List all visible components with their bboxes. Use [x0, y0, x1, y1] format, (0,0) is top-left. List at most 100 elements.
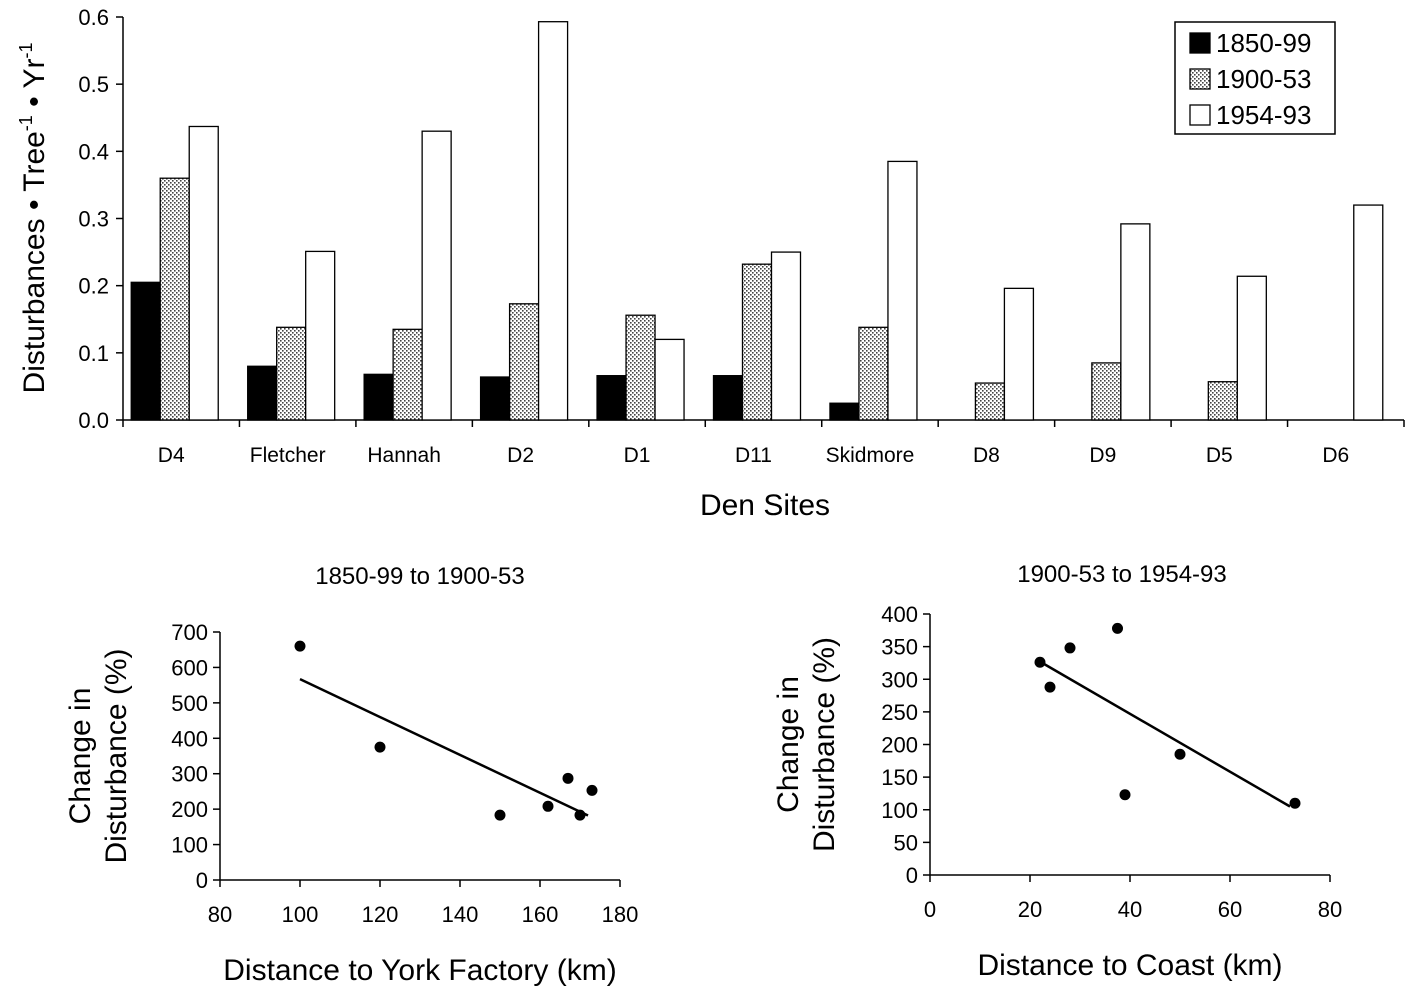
- bar-1900-53-D1: [625, 314, 656, 421]
- bar-1850-99-D11: [712, 375, 744, 421]
- x-tick-label: 0: [924, 897, 936, 922]
- y-tick-label: 0.0: [78, 408, 109, 433]
- data-point: [494, 809, 506, 821]
- scatter-chart-york-factory: 0 100 200 300 400 500 600 700 80 100 120 140 160 180 1…: [64, 563, 638, 987]
- category-label: D8: [973, 444, 1000, 467]
- bar-1850-99-Hannah: [363, 373, 394, 421]
- chart-title: 1850-99 to 1900-53: [315, 563, 525, 590]
- x-tick-label: 60: [1218, 897, 1242, 922]
- bar-1954-93-Hannah: [421, 130, 452, 421]
- category-label: D6: [1322, 444, 1349, 467]
- x-tick-label: 180: [602, 902, 639, 927]
- bar-1954-93-Skidmore: [887, 160, 918, 421]
- bar-1954-93-D4: [188, 125, 219, 421]
- bar-1954-93-D1: [654, 338, 685, 421]
- x-tick-label: 20: [1018, 897, 1042, 922]
- y-tick-label: 0.5: [78, 72, 109, 97]
- bar-1954-93-D5: [1236, 275, 1267, 421]
- y-axis-title-line: Change in: [64, 688, 97, 825]
- y-axis-title-line: Change in: [772, 676, 805, 813]
- category-label: Skidmore: [826, 444, 915, 467]
- x-tick-label: 80: [1318, 897, 1342, 922]
- data-point: [1044, 681, 1056, 693]
- bar-1900-53-D9: [1091, 362, 1122, 421]
- y-tick-label: 0: [196, 868, 208, 893]
- legend-swatch-1954-93: [1189, 104, 1211, 126]
- x-tick-label: 140: [442, 902, 479, 927]
- y-tick-label: 300: [171, 762, 208, 787]
- bar-1900-53-D5: [1207, 381, 1238, 421]
- legend-label: 1850-99: [1216, 28, 1311, 58]
- legend-swatch-1850-99: [1189, 32, 1211, 54]
- data-point: [1174, 748, 1186, 760]
- data-point: [1064, 642, 1076, 654]
- y-tick-label: 200: [881, 733, 918, 758]
- y-tick-label: 0.6: [78, 5, 109, 30]
- category-label: D4: [158, 444, 185, 467]
- y-tick-label: 0.4: [78, 139, 109, 164]
- data-point: [1034, 656, 1046, 668]
- legend-label: 1900-53: [1216, 64, 1311, 94]
- bar-1850-99-D4: [130, 281, 161, 421]
- data-point: [1289, 797, 1301, 809]
- bar-1900-53-D11: [741, 263, 773, 421]
- y-tick-label: 250: [881, 700, 918, 725]
- legend-label: 1954-93: [1216, 100, 1311, 130]
- bar-1900-53-Hannah: [392, 328, 423, 421]
- x-tick-label: 100: [282, 902, 319, 927]
- data-point: [542, 800, 554, 812]
- category-label: D5: [1206, 444, 1233, 467]
- y-tick-label: 300: [881, 667, 918, 692]
- legend-swatch-1900-53: [1189, 68, 1211, 90]
- category-label: D11: [735, 444, 772, 467]
- x-axis-title: Distance to York Factory (km): [223, 954, 616, 987]
- data-point: [294, 640, 306, 652]
- y-tick-label: 200: [171, 797, 208, 822]
- bar-1850-99-D1: [596, 375, 627, 421]
- bar-1850-99-Skidmore: [829, 402, 860, 421]
- x-tick-label: 80: [208, 902, 232, 927]
- bar-1954-93-D2: [537, 21, 569, 421]
- y-tick-label: 700: [171, 620, 208, 645]
- x-tick-label: 120: [362, 902, 399, 927]
- trend-line: [299, 677, 589, 817]
- y-tick-label: 500: [171, 691, 208, 716]
- bar-chart: 0.0 0.1 0.2 0.3 0.4 0.5 0.6 D4 Fletcher Hannah D2 D…: [16, 5, 1405, 522]
- scatter-chart-coast: 0 50 100 150 200 250 300 350 400 0 20 40 60 80 1900-53…: [772, 561, 1342, 982]
- category-label: D1: [624, 444, 651, 467]
- bar-1954-93-Fletcher: [305, 250, 336, 421]
- bar-1850-99-D2: [479, 376, 511, 421]
- y-axis-title-line: Disturbance (%): [100, 648, 133, 863]
- y-tick-label: 350: [881, 635, 918, 660]
- bar-1900-53-D4: [159, 177, 190, 421]
- chart-title: 1900-53 to 1954-93: [1017, 561, 1227, 588]
- y-tick-label: 600: [171, 655, 208, 680]
- y-tick-label: 0.1: [78, 341, 109, 366]
- bar-1900-53-Skidmore: [858, 326, 889, 421]
- data-point: [374, 741, 386, 753]
- bar-1954-93-D8: [1003, 287, 1035, 421]
- y-tick-label: 0.3: [78, 207, 109, 232]
- data-point: [562, 772, 574, 784]
- y-tick-label: 400: [881, 602, 918, 627]
- chart-legend: 1850-99 1900-53 1954-93: [1174, 21, 1336, 135]
- bar-1900-53-D2: [508, 303, 540, 421]
- data-point: [1112, 622, 1123, 634]
- y-axis-title: Disturbances • Tree-1 • Yr-1: [16, 43, 51, 394]
- category-label: Fletcher: [250, 444, 326, 467]
- y-tick-label: 150: [881, 765, 918, 790]
- bar-1954-93-D6: [1353, 204, 1384, 421]
- x-tick-label: 40: [1118, 897, 1142, 922]
- category-label: D9: [1089, 444, 1116, 467]
- bar-1954-93-D9: [1120, 223, 1151, 421]
- y-axis-title-line: Disturbance (%): [808, 637, 841, 852]
- y-tick-label: 0: [906, 863, 918, 888]
- y-tick-label: 50: [894, 830, 918, 855]
- y-axis-title: Change in Disturbance (%): [64, 648, 133, 863]
- y-tick-label: 400: [171, 726, 208, 751]
- y-tick-label: 0.2: [78, 274, 109, 299]
- data-point: [1119, 789, 1131, 801]
- y-tick-label: 100: [881, 798, 918, 823]
- data-point: [586, 784, 598, 796]
- bar-1900-53-Fletcher: [276, 326, 307, 421]
